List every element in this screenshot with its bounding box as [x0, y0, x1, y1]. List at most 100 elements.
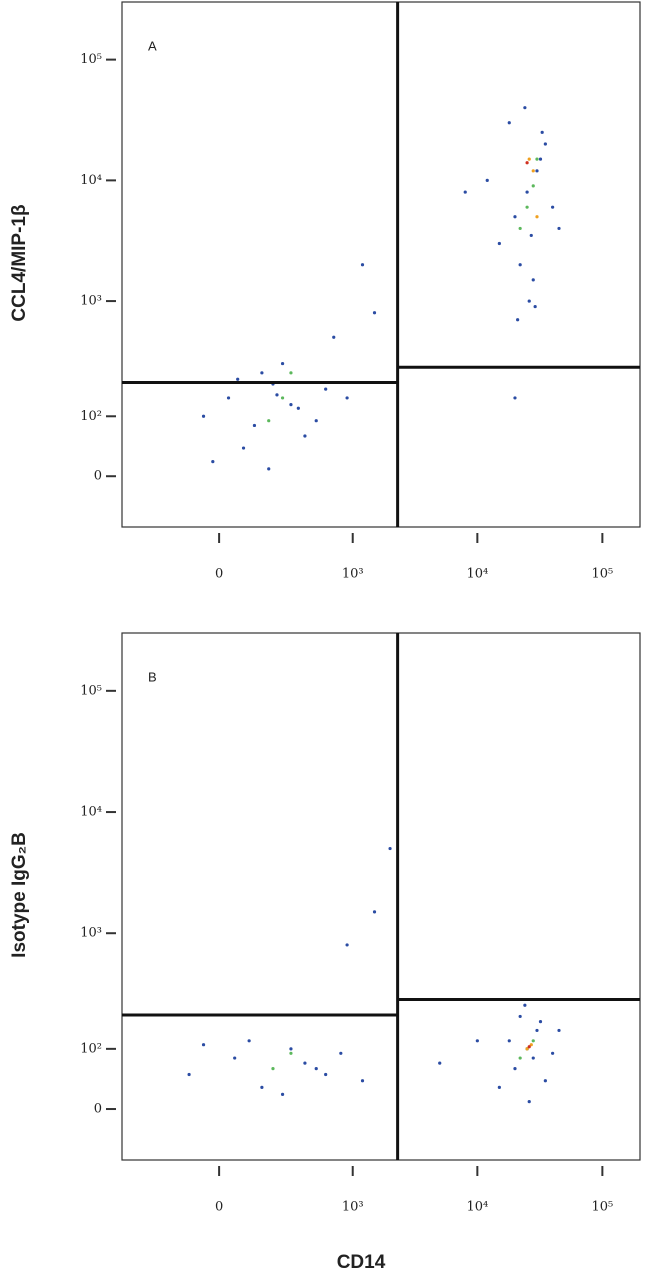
event-dot [497, 241, 501, 246]
event-dot [280, 1092, 285, 1096]
event-dot [535, 1028, 539, 1033]
event-dot [518, 1056, 522, 1060]
event-dot [497, 1085, 501, 1089]
event-dot [518, 226, 522, 231]
x-axis-label: CD14 [337, 1252, 386, 1273]
y-tick-label: 10⁵ [80, 683, 102, 698]
event-dot [345, 943, 349, 947]
y-tick-label: 0 [94, 1102, 102, 1117]
y-tick-label: 0 [94, 469, 102, 484]
event-dot [535, 215, 539, 219]
event-dot [289, 403, 293, 407]
event-dot [475, 1039, 479, 1043]
event-dot [314, 419, 318, 423]
y-tick-label: 10³ [80, 294, 102, 309]
event-dot [324, 1072, 328, 1077]
event-dot [533, 304, 537, 309]
event-dot [527, 1045, 531, 1049]
event-dot [289, 371, 293, 375]
x-tick-label: 10⁴ [466, 567, 488, 582]
event-dot [360, 1079, 365, 1083]
event-dot [280, 361, 285, 366]
event-dot [513, 1067, 517, 1071]
event-dot [527, 299, 531, 303]
event-dot [531, 169, 535, 173]
event-dot [271, 1067, 275, 1071]
event-dot [557, 1028, 561, 1033]
event-dot [289, 1051, 293, 1055]
event-dot [275, 393, 279, 397]
event-dot [525, 1047, 529, 1051]
event-dot [314, 1067, 318, 1071]
y-tick-label: 10⁵ [80, 52, 102, 67]
y-axis-label: Isotype IgG₂B [9, 832, 30, 958]
event-dot [267, 419, 271, 423]
event-dot [507, 121, 511, 125]
y-tick-label: 10² [80, 409, 102, 424]
event-dot [324, 387, 328, 391]
event-dot [523, 1003, 527, 1007]
y-axis-label: CCL4/MIP-1β [9, 204, 30, 321]
event-dot [296, 406, 300, 410]
event-dot [372, 311, 377, 315]
panel-letter: A [148, 38, 157, 53]
event-dot [247, 1039, 251, 1043]
event-dot [529, 233, 533, 238]
event-dot [372, 910, 377, 914]
x-tick-label: 10³ [342, 1200, 364, 1215]
event-dot [226, 396, 231, 400]
event-dot [485, 178, 489, 182]
event-dot [438, 1061, 442, 1065]
x-tick-label: 0 [215, 1200, 223, 1215]
x-tick-label: 10⁴ [466, 1200, 488, 1215]
event-dot [507, 1039, 511, 1043]
event-dot [513, 215, 517, 219]
event-dot [260, 1085, 264, 1089]
event-dot [523, 106, 527, 110]
panel-letter: B [148, 669, 157, 684]
event-dot [535, 169, 539, 173]
event-dot [388, 846, 392, 851]
event-dot [463, 190, 467, 194]
event-dot [531, 1039, 535, 1043]
plot-frame [121, 632, 641, 1161]
event-dot [360, 263, 365, 267]
event-dot [241, 446, 246, 450]
event-dot [303, 434, 307, 438]
event-dot [529, 1043, 533, 1047]
event-dot [252, 423, 257, 428]
event-dot [531, 184, 535, 188]
event-dot [531, 278, 535, 282]
x-tick-label: 10³ [342, 567, 364, 582]
event-dot [513, 396, 517, 400]
y-tick-label: 10² [80, 1041, 102, 1056]
event-dot [557, 226, 561, 231]
event-dot [527, 1100, 531, 1104]
event-dot [201, 414, 206, 418]
plot-frame [121, 1, 641, 528]
event-dot [551, 1051, 555, 1055]
event-dot [280, 396, 285, 400]
event-dot [551, 205, 555, 209]
event-dot [233, 1056, 237, 1060]
event-dot [540, 130, 544, 134]
event-dot [211, 460, 215, 464]
event-dot [527, 157, 531, 161]
event-dot [339, 1051, 343, 1055]
event-dot [543, 142, 547, 146]
y-tick-label: 10³ [80, 926, 102, 941]
x-tick-label: 0 [215, 567, 223, 582]
event-dot [525, 190, 529, 194]
x-tick-label: 10⁵ [591, 1200, 613, 1215]
event-dot [525, 161, 529, 165]
event-dot [543, 1079, 547, 1083]
event-dot [535, 157, 539, 161]
event-dot [516, 318, 520, 322]
event-dot [267, 467, 271, 471]
event-dot [303, 1061, 307, 1065]
event-dot [187, 1072, 191, 1077]
y-tick-label: 10⁴ [80, 173, 102, 188]
event-dot [201, 1043, 206, 1047]
